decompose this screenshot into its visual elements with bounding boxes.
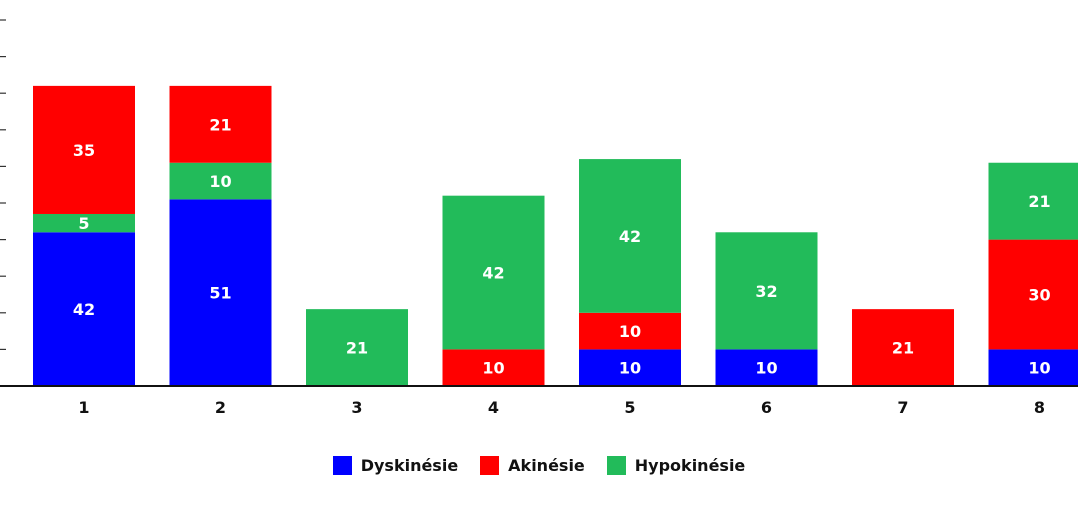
bar-segment-7-akinésie: [852, 309, 954, 386]
data-label-5-hypokinésie: 42: [619, 227, 641, 246]
bar-segment-8-dyskinésie: [988, 349, 1078, 386]
bar-segment-2-hypokinésie: [169, 162, 272, 200]
bar-segment-4-hypokinésie: [442, 195, 545, 350]
x-tick-label-4: 4: [488, 398, 499, 417]
legend-swatch-dyskinesie: [332, 456, 352, 475]
data-label-5-dyskinésie: 10: [619, 359, 641, 378]
x-tick-label-8: 8: [1034, 398, 1045, 417]
legend: Dyskinésie Akinésie Hypokinésie: [0, 456, 1078, 475]
x-tick-label-2: 2: [215, 398, 226, 417]
bar-segment-6-dyskinésie: [715, 349, 818, 386]
x-axis-ticks: 1 2 3 4 5 6 7 8: [78, 398, 1045, 417]
bar-labels: 42 5 35 51 10 21 21 10 42 10 10 42 10 32 21 10 30 21: [73, 115, 1051, 377]
bar-segment-3-hypokinésie: [306, 309, 408, 386]
data-label-8-hypokinésie: 21: [1028, 192, 1050, 211]
legend-item-dyskinesie[interactable]: Dyskinésie: [332, 456, 459, 475]
legend-item-hypokinesie[interactable]: Hypokinésie: [606, 456, 746, 475]
legend-swatch-akinesie: [480, 456, 500, 475]
bars: [33, 85, 1078, 386]
bar-segment-8-akinésie: [988, 239, 1078, 350]
x-tick-label-3: 3: [351, 398, 362, 417]
data-label-2-hypokinésie: 10: [209, 172, 231, 191]
x-tick-label-7: 7: [897, 398, 908, 417]
bar-segment-5-dyskinésie: [579, 349, 681, 386]
data-label-4-akinésie: 10: [482, 359, 504, 378]
data-label-3-hypokinésie: 21: [346, 339, 368, 358]
data-label-1-akinésie: 35: [73, 141, 95, 160]
bar-segment-1-akinésie: [33, 85, 135, 214]
bar-segment-2-dyskinésie: [169, 199, 272, 386]
bar-segment-1-hypokinésie: [33, 213, 135, 233]
legend-label-hypokinesie: Hypokinésie: [634, 456, 746, 475]
bar-segment-6-hypokinésie: [715, 232, 818, 350]
bar-segment-5-akinésie: [579, 312, 681, 350]
legend-swatch-hypokinesie: [606, 456, 626, 475]
data-label-2-dyskinésie: 51: [209, 284, 231, 303]
legend-item-akinesie[interactable]: Akinésie: [480, 456, 585, 475]
x-tick-label-5: 5: [624, 398, 635, 417]
data-label-2-akinésie: 21: [209, 115, 231, 134]
data-label-8-akinésie: 30: [1028, 286, 1050, 305]
data-label-7-akinésie: 21: [892, 339, 914, 358]
x-tick-label-6: 6: [761, 398, 772, 417]
bar-segment-5-hypokinésie: [579, 159, 681, 313]
data-label-5-akinésie: 10: [619, 322, 641, 341]
data-label-1-dyskinésie: 42: [73, 300, 95, 319]
data-label-6-hypokinésie: 32: [755, 282, 777, 301]
data-label-8-dyskinésie: 10: [1028, 359, 1050, 378]
legend-label-dyskinesie: Dyskinésie: [360, 456, 459, 475]
data-label-6-dyskinésie: 10: [755, 359, 777, 378]
bar-segment-2-akinésie: [169, 85, 272, 163]
bar-segment-1-dyskinésie: [33, 232, 135, 386]
bar-segment-4-akinésie: [442, 349, 545, 386]
data-label-4-hypokinésie: 42: [482, 264, 504, 283]
x-tick-label-1: 1: [78, 398, 89, 417]
y-axis: [0, 19, 6, 387]
bar-segment-8-hypokinésie: [988, 162, 1078, 240]
legend-label-akinesie: Akinésie: [508, 456, 585, 475]
data-label-1-hypokinésie: 5: [78, 214, 89, 233]
